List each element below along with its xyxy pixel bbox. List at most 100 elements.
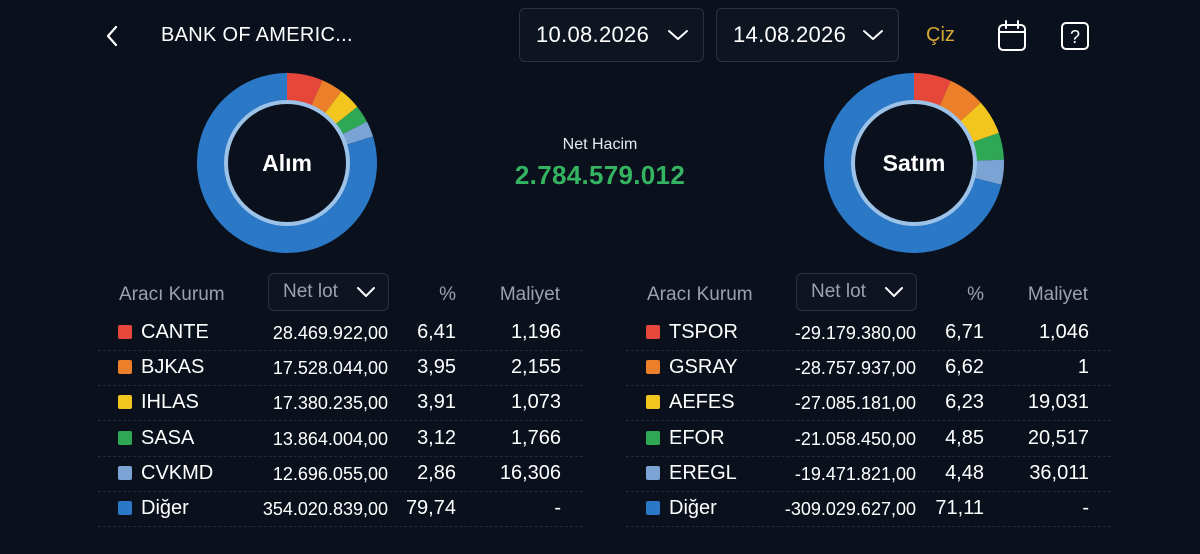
broker-name: EFOR [669,426,725,449]
buy-donut-label: Alım [262,149,312,176]
net-lot-value: 13.864.004,00 [272,428,388,449]
sell-table-row[interactable]: TSPOR -29.179.380,00 6,71 1,046 [626,315,1111,351]
percent-value: 2,86 [417,461,456,484]
broker-name: IHLAS [141,391,199,414]
sell-table-row[interactable]: Diğer -309.029.627,00 71,11 - [626,491,1111,527]
chevron-down-icon [885,287,903,297]
net-lot-value: -19.471.821,00 [794,463,916,484]
legend-swatch [646,395,660,410]
broker-name: SASA [141,426,195,449]
chevron-down-icon [668,30,688,40]
cost-value: 19,031 [1027,391,1089,414]
sell-table-row[interactable]: AEFES -27.085.181,00 6,23 19,031 [626,385,1111,422]
broker-name: CVKMD [141,461,214,484]
cost-value: 16,306 [499,461,561,484]
broker-name: CANTE [141,321,209,343]
donut-hole [856,105,972,221]
percent-value: 3,12 [417,426,456,449]
donut-inner-ring [224,100,350,226]
buy-table-row[interactable]: Diğer 354.020.839,00 79,74 - [98,491,583,527]
cost-value: 1,073 [510,391,561,414]
donut-slice-bjkas [311,80,342,114]
donut-slice-cante [287,73,323,106]
broker-name: AEFES [669,391,735,414]
svg-text:?: ? [1070,27,1080,47]
legend-swatch [118,465,132,480]
net-lot-value: -28.757.937,00 [794,358,916,379]
buy-table-row[interactable]: IHLAS 17.380.235,00 3,91 1,073 [98,385,583,422]
net-lot-value: 17.528.044,00 [272,358,388,379]
net-lot-value: -309.029.627,00 [784,499,916,519]
sell-donut-chart: Satım [824,73,1004,253]
buy-pct-header: % [439,284,456,305]
buy-net-lot-select-value: Net lot [283,281,338,302]
end-date-select[interactable]: 14.08.2026 [716,8,899,62]
net-lot-value: 28.469.922,00 [272,323,388,343]
percent-value: 79,74 [405,497,456,519]
chevron-left-icon [106,25,118,47]
donut-slice-ihlas [324,91,358,125]
sell-table-row[interactable]: GSRAY -28.757.937,00 6,62 1 [626,350,1111,387]
buy-donut-chart: Alım [197,73,377,254]
buy-table-row[interactable]: SASA 13.864.004,00 3,12 1,766 [98,421,583,457]
net-lot-value: 12.696.055,00 [272,463,388,484]
sell-net-lot-select-value: Net lot [811,281,866,302]
legend-swatch [118,360,132,375]
legend-swatch [646,501,660,515]
cost-value: 36,011 [1029,461,1089,484]
net-lot-value: 354.020.839,00 [262,499,388,519]
cost-value: 1,046 [1038,321,1089,343]
donut-slice-cvkmd [342,121,374,145]
legend-swatch [646,360,660,375]
percent-value: 6,41 [417,321,456,343]
percent-value: 6,62 [945,356,984,379]
back-button[interactable] [98,20,126,52]
chevron-down-icon [863,30,883,40]
help-button[interactable]: ? [1060,20,1090,52]
legend-swatch [646,465,660,480]
broker-name: EREGL [669,461,737,484]
percent-value: 6,23 [945,391,984,414]
net-lot-value: -21.058.450,00 [794,428,916,449]
percent-value: 3,95 [417,356,456,379]
sell-table-row[interactable]: EREGL -19.471.821,00 4,48 36,011 [626,456,1111,492]
calendar-icon [998,20,1026,51]
sell-pct-header: % [967,284,984,305]
percent-value: 3,91 [417,391,456,414]
legend-swatch [118,325,132,339]
chevron-down-icon [357,287,375,297]
buy-table-row[interactable]: CVKMD 12.696.055,00 2,86 16,306 [98,456,583,492]
broker-name: GSRAY [669,356,738,379]
buy-cost-header: Maliyet [499,284,560,305]
cost-value: 2,155 [510,356,561,379]
broker-name: Diğer [669,497,717,519]
net-volume-label: Net Hacim [562,136,638,153]
start-date-value: 10.08.2026 [536,22,650,47]
net-volume-value: 2.784.579.012 [514,160,686,190]
buy-net-lot-select[interactable]: Net lot [268,273,389,311]
legend-swatch [118,395,132,410]
page-title: BANK OF AMERIC... [161,24,353,46]
buy-broker-header: Aracı Kurum [119,284,225,305]
cost-value: 1 [1077,356,1089,379]
cost-value: - [1082,497,1089,519]
sell-cost-header: Maliyet [1027,284,1088,305]
net-lot-value: -27.085.181,00 [794,393,916,414]
draw-button[interactable]: Çiz [926,24,955,46]
donut-hole [229,105,345,221]
cost-value: 20,517 [1027,426,1089,449]
broker-name: TSPOR [669,321,738,343]
broker-name: Diğer [141,497,189,519]
cost-value: - [554,497,561,519]
buy-table-row[interactable]: BJKAS 17.528.044,00 3,95 2,155 [98,350,583,387]
donut-slice-aefes [960,102,999,143]
calendar-button[interactable] [996,19,1028,53]
percent-value: 6,71 [945,321,984,343]
percent-value: 71,11 [935,497,984,519]
buy-table-row[interactable]: CANTE 28.469.922,00 6,41 1,196 [98,315,583,351]
legend-swatch [118,501,132,515]
sell-table-row[interactable]: EFOR -21.058.450,00 4,85 20,517 [626,421,1111,457]
start-date-select[interactable]: 10.08.2026 [519,8,704,62]
sell-net-lot-select[interactable]: Net lot [796,273,917,311]
sell-donut-label: Satım [882,149,946,176]
